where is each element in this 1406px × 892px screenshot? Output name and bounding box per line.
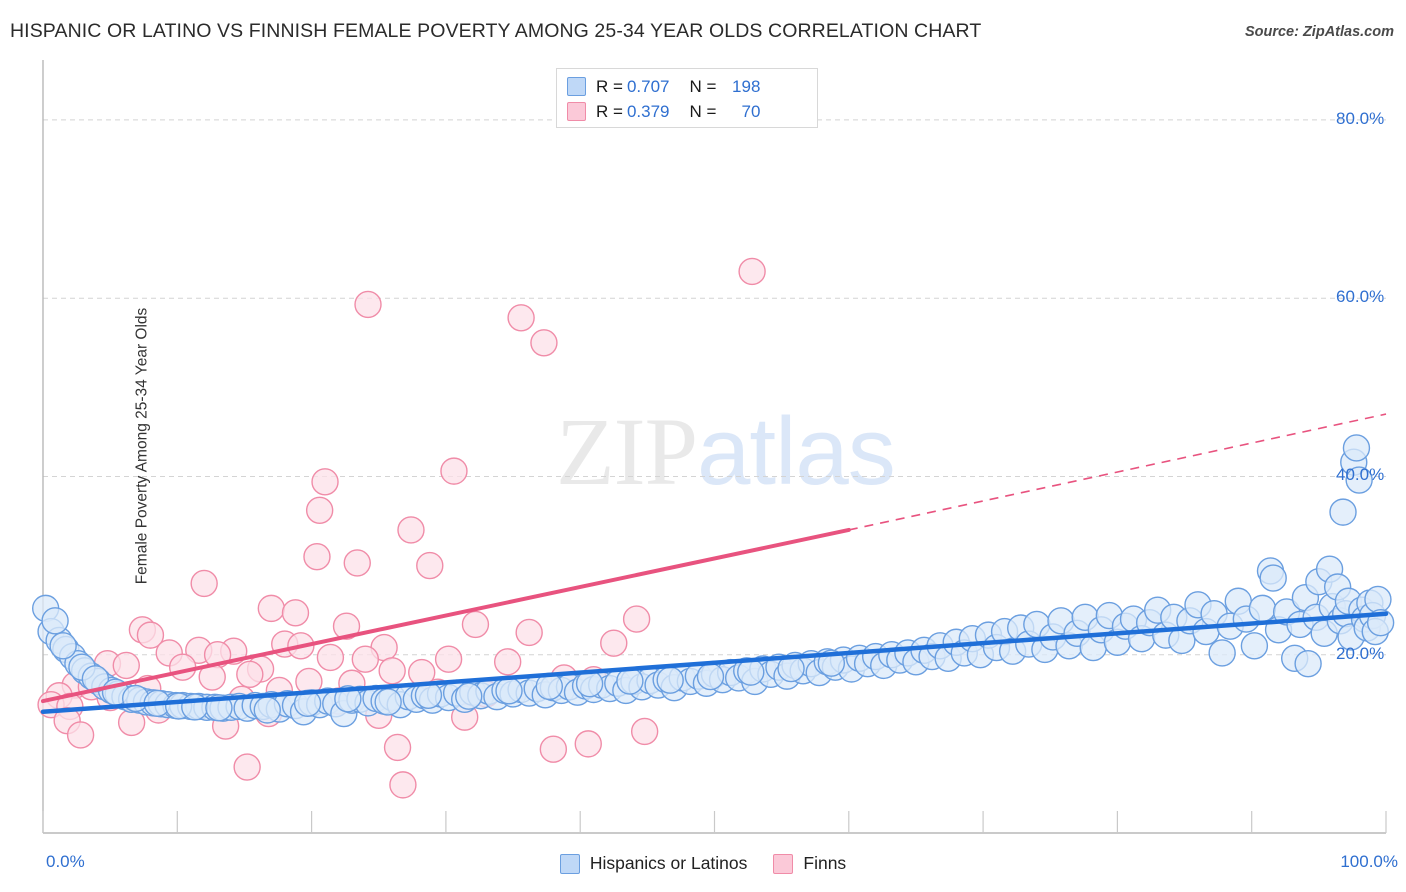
series-legend: Hispanics or Latinos Finns — [0, 853, 1406, 874]
stats-r-value-hispanics: 0.707 — [626, 76, 670, 96]
legend-item-hispanics[interactable]: Hispanics or Latinos — [559, 853, 748, 874]
data-points-hispanics — [31, 434, 1395, 728]
stats-row-finns: R = 0.379 N = 70 — [567, 99, 807, 124]
stats-n-label-finns: N = — [689, 101, 717, 121]
legend-swatch-finns-icon — [773, 853, 794, 874]
stats-r-label-finns: R = — [596, 101, 623, 121]
y-axis-tick-label: 40.0% — [1336, 465, 1385, 485]
stats-swatch-hispanics-icon — [567, 77, 586, 96]
stats-n-value-hispanics: 198 — [732, 76, 761, 96]
stats-r-label-hispanics: R = — [596, 76, 623, 96]
x-axis-max-label: 100.0% — [1340, 852, 1398, 871]
stats-r-value-finns: 0.379 — [626, 101, 670, 121]
gridlines — [43, 119, 1386, 656]
y-axis-tick-label: 60.0% — [1336, 287, 1385, 307]
zipatlas-watermark: ZIPatlas — [556, 404, 896, 500]
source-attribution: Source: ZipAtlas.com — [1244, 24, 1394, 40]
x-axis-min-label: 0.0% — [46, 852, 85, 871]
legend-swatch-hispanics-icon — [559, 853, 580, 874]
trendline-finns — [41, 413, 1387, 704]
stats-swatch-finns-icon — [567, 102, 586, 121]
legend-label-finns: Finns — [803, 853, 847, 873]
stats-n-label-hispanics: N = — [689, 76, 717, 96]
stats-n-value-finns: 70 — [741, 101, 761, 121]
trendline-hispanics — [40, 611, 1389, 715]
y-axis-tick-label: 20.0% — [1336, 643, 1385, 663]
x-axis-ticks — [42, 811, 1387, 833]
watermark-atlas: atlas — [697, 398, 896, 505]
legend-label-hispanics: Hispanics or Latinos — [589, 853, 748, 873]
correlation-stats-box: R = 0.707 N = 198 R = 0.379 N = 70 — [556, 68, 818, 128]
stats-row-hispanics: R = 0.707 N = 198 — [567, 74, 807, 99]
page-title: HISPANIC OR LATINO VS FINNISH FEMALE POV… — [10, 20, 982, 42]
watermark-zip: ZIP — [556, 398, 698, 505]
legend-item-finns[interactable]: Finns — [773, 853, 846, 874]
y-axis-tick-label: 80.0% — [1336, 108, 1385, 128]
